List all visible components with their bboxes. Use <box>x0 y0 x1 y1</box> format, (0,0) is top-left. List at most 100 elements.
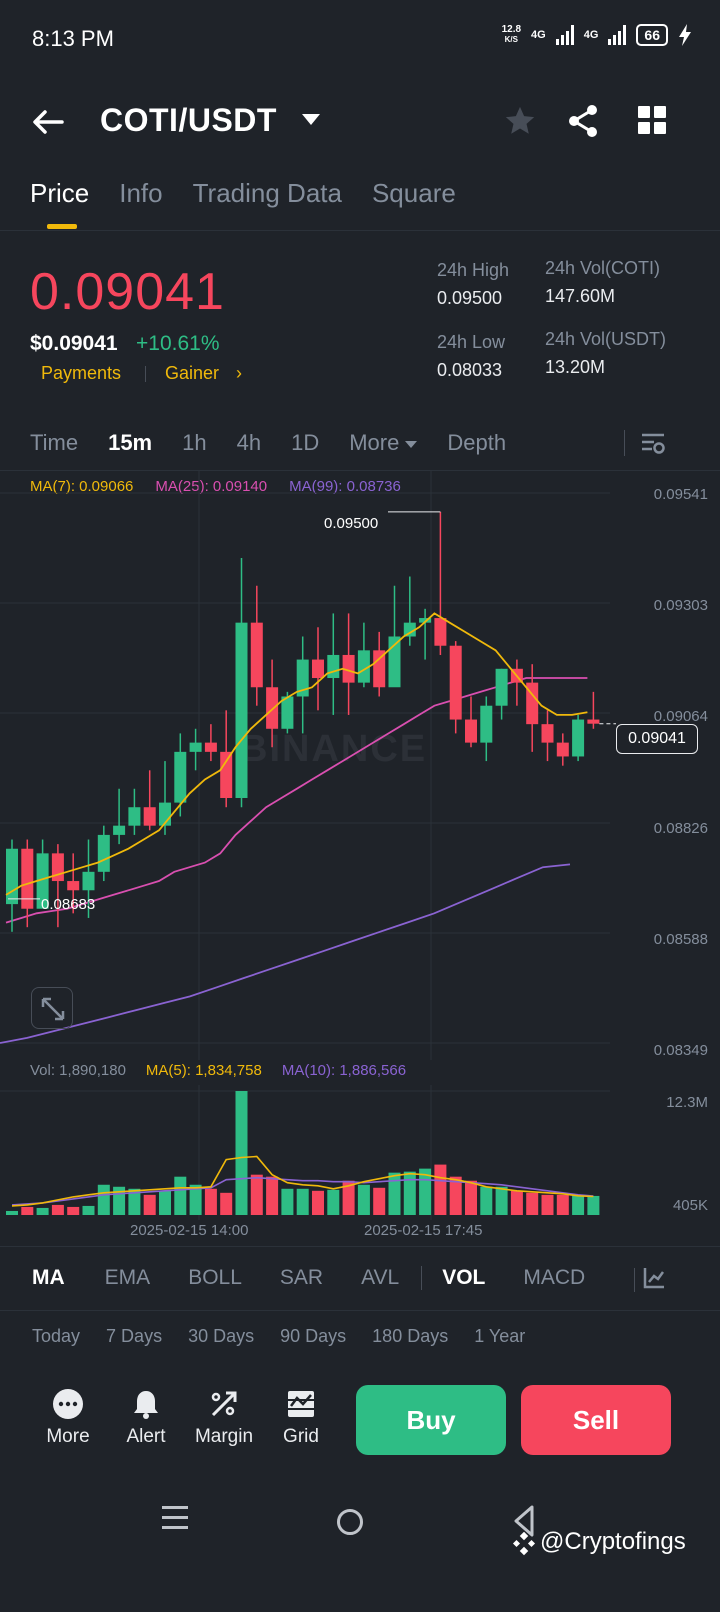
candle-body <box>541 724 554 743</box>
price-axis-label: 0.09064 <box>653 708 708 725</box>
favorite-star-icon[interactable] <box>503 104 537 138</box>
period-7d[interactable]: 7 Days <box>106 1326 163 1346</box>
period-today[interactable]: Today <box>32 1326 81 1346</box>
signal-1-label: 4G <box>531 29 546 41</box>
candle-body <box>189 742 202 752</box>
candle-body <box>281 696 294 729</box>
volume-bar <box>357 1184 370 1215</box>
layout-grid-icon[interactable] <box>638 106 666 134</box>
buy-button[interactable]: Buy <box>356 1385 506 1455</box>
indicator-avl[interactable]: AVL <box>361 1266 400 1289</box>
tag-payments[interactable]: Payments <box>41 363 122 383</box>
period-row: Today 7 Days 30 Days 90 Days 180 Days 1 … <box>32 1326 551 1347</box>
interval-15m[interactable]: 15m <box>108 430 153 455</box>
tag-separator <box>145 366 146 382</box>
tab-price[interactable]: Price <box>30 178 90 208</box>
pair-dropdown-icon[interactable] <box>302 114 320 125</box>
expand-chart-button[interactable] <box>31 987 73 1029</box>
price-chart[interactable] <box>0 470 720 1060</box>
period-30d[interactable]: 30 Days <box>188 1326 255 1346</box>
indicator-boll[interactable]: BOLL <box>188 1266 242 1289</box>
indicator-ma[interactable]: MA <box>32 1266 65 1289</box>
indicator-ema[interactable]: EMA <box>104 1266 151 1289</box>
volume-bar <box>143 1194 156 1215</box>
more-action[interactable]: More <box>33 1388 103 1448</box>
candle-body <box>556 742 569 757</box>
volume-bar <box>526 1192 539 1215</box>
indicator-settings-icon[interactable] <box>642 1266 666 1290</box>
chart-settings-icon[interactable] <box>640 430 666 456</box>
ma25-legend: MA(25): 0.09140 <box>155 478 268 495</box>
alert-action[interactable]: Alert <box>111 1388 181 1448</box>
sell-button[interactable]: Sell <box>521 1385 671 1455</box>
expand-icon <box>41 997 65 1021</box>
grid-label: Grid <box>283 1426 319 1447</box>
candle-body <box>235 622 248 798</box>
volume-chart[interactable] <box>0 1085 720 1220</box>
volume-bar <box>250 1174 263 1215</box>
back-arrow-icon[interactable] <box>30 104 66 140</box>
tab-info[interactable]: Info <box>119 178 163 208</box>
volume-bar <box>495 1186 508 1215</box>
volume-bar <box>204 1188 217 1215</box>
period-180d[interactable]: 180 Days <box>372 1326 449 1346</box>
candle-body <box>480 705 493 743</box>
ma99-legend: MA(99): 0.08736 <box>289 478 401 495</box>
current-price-tag[interactable]: 0.09041 <box>616 724 698 754</box>
candle-body <box>36 853 49 909</box>
candle-body <box>373 650 386 688</box>
vol-base-label: 24h Vol(COTI) <box>545 258 661 278</box>
period-90d[interactable]: 90 Days <box>280 1326 347 1346</box>
volume-bar <box>465 1180 477 1215</box>
indicator-macd[interactable]: MACD <box>523 1266 586 1289</box>
nav-back-icon[interactable] <box>512 1504 536 1538</box>
candle-body <box>21 848 34 909</box>
volume-bar <box>128 1188 141 1215</box>
ma25-line <box>5 677 588 924</box>
margin-icon <box>211 1391 237 1417</box>
interval-more[interactable]: More <box>349 430 418 456</box>
interval-divider <box>0 470 720 471</box>
ma7-legend: MA(7): 0.09066 <box>30 478 134 495</box>
grid-action[interactable]: Grid <box>266 1388 336 1448</box>
price-axis-label: 0.08588 <box>653 931 708 948</box>
indicator-sar[interactable]: SAR <box>279 1266 324 1289</box>
margin-action[interactable]: Margin <box>189 1388 259 1448</box>
candle-body <box>327 654 340 679</box>
interval-1d[interactable]: 1D <box>291 430 320 455</box>
nav-home-icon[interactable] <box>337 1509 363 1535</box>
candle-body <box>143 807 156 826</box>
more-caret-icon <box>405 440 418 448</box>
candle-body <box>388 636 401 688</box>
share-icon[interactable] <box>567 104 599 138</box>
indicator-vol[interactable]: VOL <box>442 1266 486 1289</box>
tag-chevron-icon[interactable]: › <box>236 363 242 383</box>
indicator-separator <box>421 1266 423 1290</box>
interval-4h[interactable]: 4h <box>236 430 262 455</box>
signal-1-icon <box>555 25 574 45</box>
period-1y[interactable]: 1 Year <box>474 1326 526 1346</box>
tab-square[interactable]: Square <box>371 178 456 208</box>
volume-bar <box>67 1206 80 1215</box>
tag-gainer[interactable]: Gainer <box>165 363 220 383</box>
tab-trading-data[interactable]: Trading Data <box>192 178 342 208</box>
net-speed-unit: K/S <box>504 35 518 44</box>
interval-separator <box>624 430 625 456</box>
interval-time[interactable]: Time <box>30 430 79 455</box>
high-value: 0.09500 <box>437 288 503 308</box>
depth-tab[interactable]: Depth <box>447 430 507 455</box>
time-axis-label: 2025-02-15 14:00 <box>130 1222 249 1239</box>
nav-recents-icon[interactable] <box>162 1506 188 1536</box>
pair-title[interactable]: COTI/USDT <box>100 102 277 138</box>
vol-ma5-line <box>11 1155 594 1207</box>
volume-bar <box>587 1195 600 1215</box>
low-marker-label: 0.08683 <box>41 896 96 913</box>
net-speed: 12.8 K/S <box>502 25 521 45</box>
candle-body <box>174 751 187 803</box>
interval-1h[interactable]: 1h <box>182 430 207 455</box>
status-indicators: 12.8 K/S 4G 4G 66 <box>502 24 692 46</box>
low-value: 0.08033 <box>437 360 503 380</box>
volume-bar <box>312 1190 324 1215</box>
battery-icon: 66 <box>636 24 668 46</box>
